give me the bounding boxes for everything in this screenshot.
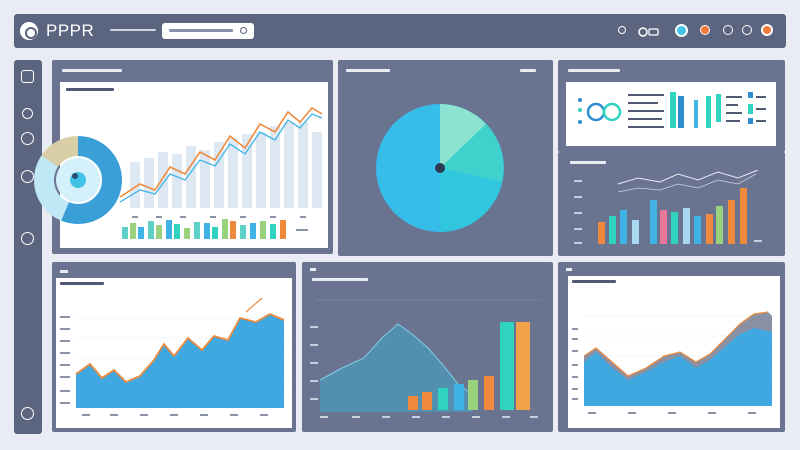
performance-bars	[598, 188, 747, 244]
trend-line-orange	[119, 106, 323, 198]
refresh-icon[interactable]	[21, 170, 34, 183]
bell-icon[interactable]	[675, 24, 688, 37]
panel-title	[312, 278, 368, 281]
forecast-chart	[572, 280, 776, 414]
trend-line-blue	[119, 113, 323, 203]
panel-menu[interactable]	[520, 69, 536, 74]
settings-icon[interactable]	[21, 232, 34, 245]
growth-line	[75, 312, 285, 384]
help-icon[interactable]	[742, 25, 752, 35]
header-nav-link[interactable]	[110, 27, 156, 35]
donut-center-dot	[435, 163, 445, 173]
search-icon[interactable]	[240, 27, 247, 34]
search-placeholder-text	[169, 29, 233, 32]
kpi-visual	[578, 92, 766, 128]
clock-icon[interactable]	[22, 108, 33, 119]
panel-title	[62, 69, 122, 72]
settings-icon[interactable]	[700, 25, 710, 35]
logo-icon[interactable]	[20, 22, 38, 40]
background-bars	[130, 122, 322, 208]
small-bar-chart	[122, 219, 286, 239]
user-avatar[interactable]	[761, 24, 773, 36]
sidebar	[14, 60, 42, 434]
panel-comparison	[302, 262, 553, 432]
panel-title	[346, 69, 390, 72]
power-icon[interactable]	[21, 407, 34, 420]
home-icon[interactable]	[21, 70, 34, 83]
refresh-icon[interactable]	[618, 26, 626, 34]
app-title: PPPR	[46, 21, 95, 40]
forecast-line	[583, 311, 769, 377]
chart-subtitle	[66, 88, 114, 91]
panel-trend-overview	[34, 60, 333, 254]
large-donut-chart	[376, 104, 504, 232]
comparison-bars	[408, 322, 530, 410]
chart-icon[interactable]	[21, 132, 34, 145]
panel-performance	[558, 152, 785, 256]
panel-kpi	[558, 60, 785, 152]
trend-chart	[66, 88, 323, 239]
growth-chart-card	[56, 278, 292, 428]
forecast-area-front	[584, 328, 772, 406]
panel-growth	[52, 262, 296, 432]
panel-title	[570, 161, 606, 164]
top-header-bar: PPPR	[14, 14, 786, 48]
panel-title	[568, 69, 620, 72]
panel-distribution	[338, 60, 553, 256]
search-input[interactable]	[162, 23, 254, 39]
growth-chart	[60, 282, 292, 416]
forecast-chart-card	[568, 276, 780, 428]
performance-chart	[574, 170, 762, 244]
notification-icon[interactable]	[723, 25, 733, 35]
x-axis-ticks	[132, 216, 306, 218]
panel-forecast	[558, 262, 785, 432]
comparison-area	[320, 324, 472, 412]
comparison-chart	[310, 299, 542, 418]
grid-icon[interactable]	[638, 25, 660, 43]
kpi-bars	[670, 92, 721, 128]
kpi-card	[566, 82, 776, 146]
growth-area	[76, 314, 284, 408]
chart-subtitle	[572, 280, 616, 283]
donut-chart	[34, 136, 122, 224]
chart-subtitle	[60, 282, 104, 285]
